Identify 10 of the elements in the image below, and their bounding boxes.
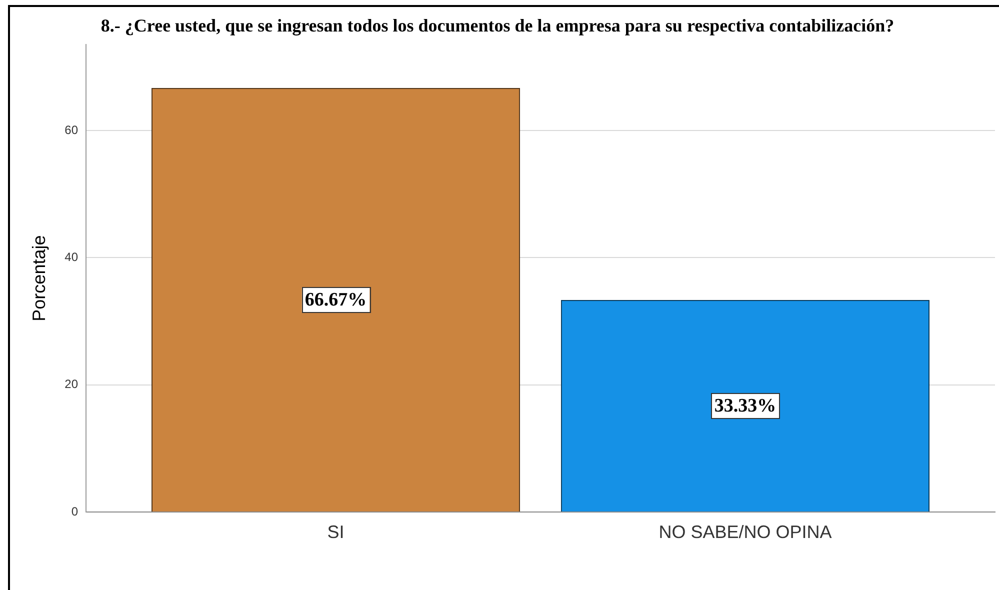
y-tick-label: 20	[64, 377, 78, 392]
data-label: 33.33%	[714, 396, 776, 417]
y-tick-label: 60	[64, 122, 78, 137]
y-axis-title: Porcentaje	[28, 235, 49, 322]
x-tick-label: SI	[327, 522, 344, 542]
x-tick-label: NO SABE/NO OPINA	[658, 522, 832, 542]
y-tick-label: 0	[71, 504, 78, 518]
y-tick-label: 40	[64, 250, 78, 264]
chart-title: 8.- ¿Cree usted, que se ingresan todos los documentos de la empresa para su respectiva contabilización?	[100, 15, 894, 36]
data-label: 66.67%	[304, 290, 367, 311]
